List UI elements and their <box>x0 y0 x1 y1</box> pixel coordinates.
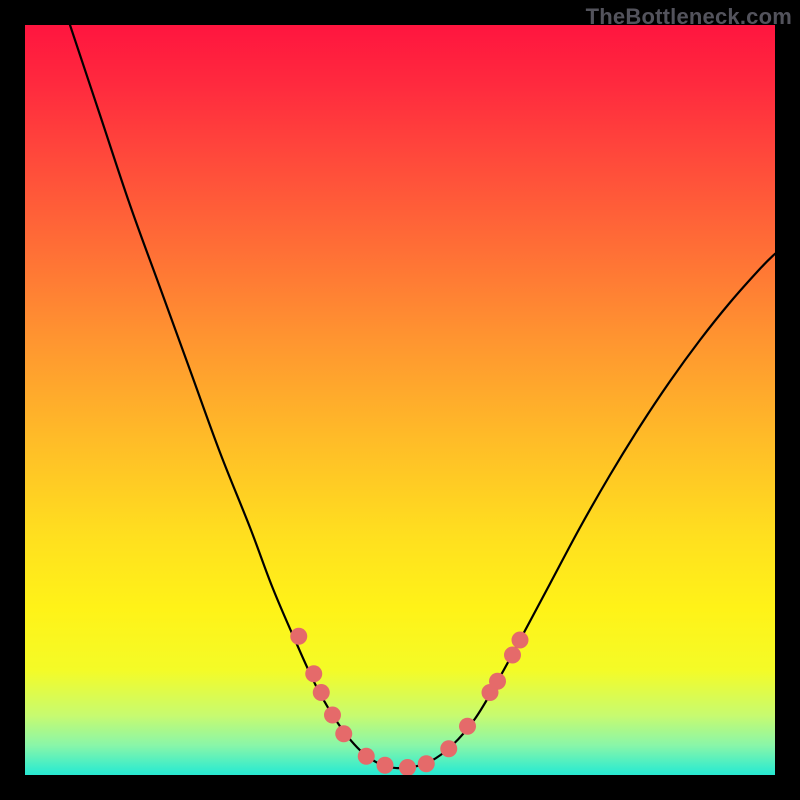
bottleneck-chart <box>25 25 775 775</box>
curve-marker <box>335 725 352 742</box>
curve-marker <box>377 757 394 774</box>
curve-marker <box>440 740 457 757</box>
curve-marker <box>290 628 307 645</box>
curve-marker <box>324 707 341 724</box>
curve-marker <box>512 632 529 649</box>
curve-marker <box>504 647 521 664</box>
curve-marker <box>358 748 375 765</box>
chart-frame: TheBottleneck.com <box>0 0 800 800</box>
curve-marker <box>418 755 435 772</box>
curve-marker <box>313 684 330 701</box>
curve-marker <box>459 718 476 735</box>
chart-background <box>25 25 775 775</box>
curve-marker <box>305 665 322 682</box>
curve-marker <box>489 673 506 690</box>
